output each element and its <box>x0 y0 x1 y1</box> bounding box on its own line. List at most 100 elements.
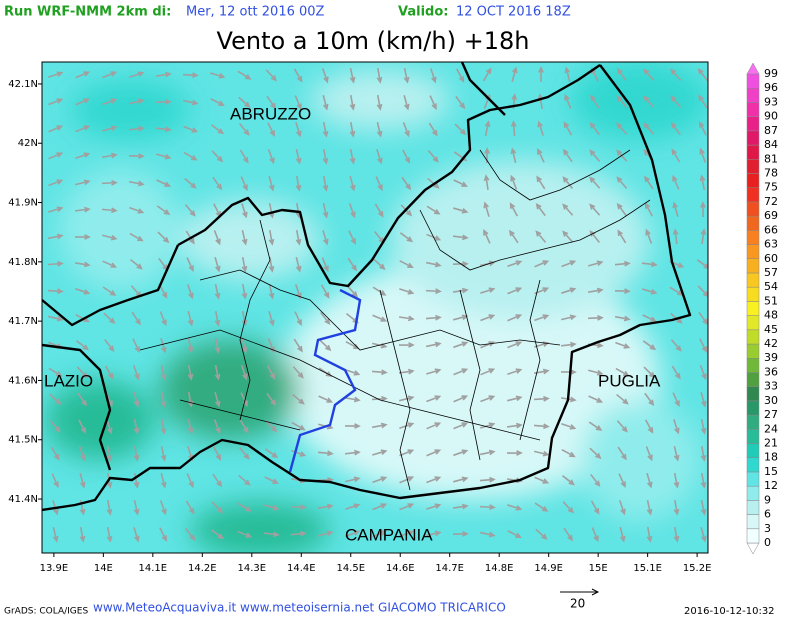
wind-arrow <box>507 287 523 295</box>
wind-arrow <box>160 418 167 435</box>
wind-arrow <box>241 365 248 381</box>
wind-arrow <box>239 149 249 164</box>
wind-arrow <box>454 123 467 136</box>
wind-arrow <box>75 288 91 295</box>
colorbar-segment <box>746 187 760 203</box>
wind-arrow <box>426 503 442 510</box>
wind-arrow <box>74 261 91 268</box>
wind-arrow <box>266 392 277 407</box>
wind-arrow <box>133 499 140 516</box>
y-tick-label: 41.4N <box>8 494 38 505</box>
wind-arrow <box>588 260 604 267</box>
wind-arrow <box>591 527 599 543</box>
wind-arrow <box>268 176 275 192</box>
wind-arrow <box>238 96 251 108</box>
colorbar-segment <box>746 372 760 387</box>
wind-arrow <box>507 368 523 376</box>
colorbar-label: 39 <box>764 351 778 364</box>
wind-arrow <box>535 202 546 217</box>
wind-arrow <box>183 125 199 133</box>
wind-arrow <box>536 175 546 190</box>
wind-arrow <box>509 229 519 244</box>
wind-arrow <box>506 450 523 456</box>
wind-arrow <box>507 314 523 322</box>
wind-arrow <box>184 177 197 189</box>
wind-arrow <box>562 176 574 189</box>
wind-arrow <box>670 339 682 352</box>
wind-arrow <box>537 120 544 136</box>
wind-arrow <box>237 502 252 512</box>
wind-arrow <box>48 125 64 133</box>
wind-arrow <box>133 445 140 462</box>
wind-arrow <box>537 148 545 163</box>
wind-arrow <box>182 99 199 106</box>
region-label: LAZIO <box>44 371 93 390</box>
wind-arrow <box>344 449 361 456</box>
wind-arrow <box>535 528 548 540</box>
colorbar-segment <box>746 201 760 217</box>
x-tick-label: 15.1E <box>633 563 662 574</box>
wind-arrow <box>214 257 221 273</box>
wind-arrow <box>157 231 170 244</box>
x-tick-label: 15.2E <box>683 563 712 574</box>
wind-arrow <box>48 98 64 106</box>
wind-arrow <box>48 179 64 187</box>
wind-arrow <box>349 67 356 84</box>
wind-arrow <box>213 419 221 435</box>
wind-arrow <box>479 504 496 511</box>
colorbar-segment <box>746 130 760 146</box>
wind-arrow <box>210 124 225 135</box>
wind-arrow <box>133 527 140 543</box>
colorbar-label: 51 <box>764 294 778 307</box>
colorbar-segment <box>746 357 760 373</box>
wind-arrow <box>129 206 145 214</box>
colorbar-segment <box>746 73 760 89</box>
wind-arrow <box>642 314 657 322</box>
colorbar-segment <box>746 429 760 444</box>
wind-arrow <box>349 148 356 165</box>
wind-arrow <box>644 175 654 190</box>
wind-arrow <box>563 121 573 136</box>
wind-arrow <box>214 337 221 354</box>
valid-label: Valido: <box>398 5 448 20</box>
colorbar-label: 45 <box>764 323 778 336</box>
wind-arrow <box>104 365 114 380</box>
wind-arrow <box>102 286 117 296</box>
wind-arrow <box>48 367 63 377</box>
wind-arrow <box>399 476 415 484</box>
wind-arrow <box>47 233 64 240</box>
wind-arrow <box>588 369 604 376</box>
wind-arrow <box>561 475 575 486</box>
wind-arrow <box>371 395 388 402</box>
wind-arrow <box>403 67 410 84</box>
wind-arrow <box>74 206 91 213</box>
wind-arrow <box>213 230 221 246</box>
wind-arrow <box>102 234 118 241</box>
wind-arrow <box>295 175 302 192</box>
region-borders <box>42 62 692 512</box>
x-tick-label: 14.7E <box>435 563 464 574</box>
wind-arrow <box>345 368 361 376</box>
wind-arrow <box>155 126 172 133</box>
wind-arrow <box>426 422 442 430</box>
wind-arrow <box>237 70 252 80</box>
wind-arrow <box>480 287 496 294</box>
wind-arrow <box>295 148 302 165</box>
wind-arrow <box>268 202 275 219</box>
wind-arrow <box>453 368 469 376</box>
colorbar-label: 78 <box>764 166 778 179</box>
wind-arrow <box>241 230 248 246</box>
x-tick-label: 14.2E <box>188 563 217 574</box>
wind-arrow <box>614 288 631 294</box>
wind-arrow <box>210 72 226 79</box>
colorbar-label: 12 <box>764 479 778 492</box>
wind-arrow <box>320 284 330 299</box>
region-label: ABRUZZO <box>230 104 311 123</box>
software-credit: GrADS: COLA/IGES <box>4 607 88 617</box>
wind-arrow <box>160 445 167 462</box>
wind-arrow <box>159 311 167 327</box>
wind-arrow <box>318 395 334 403</box>
wind-arrow <box>294 311 302 327</box>
run-label: Run WRF-NMM 2km di: <box>4 5 171 20</box>
